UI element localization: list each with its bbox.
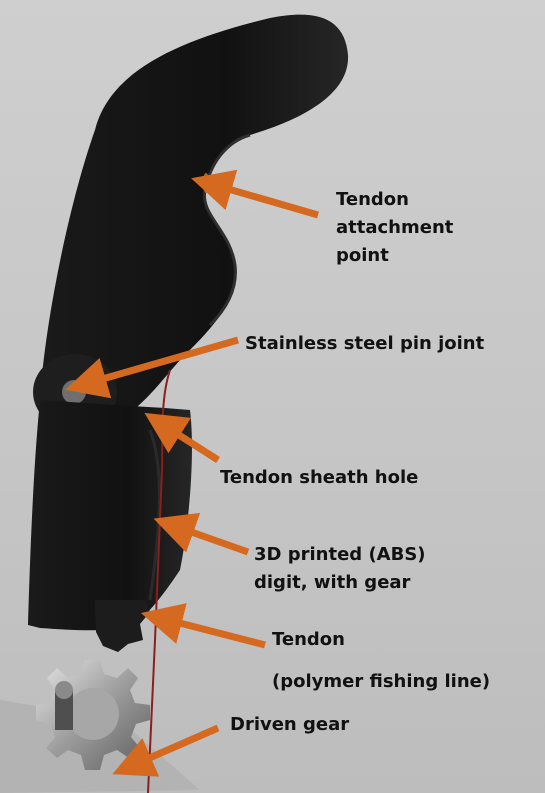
- digit-gear: [95, 600, 150, 652]
- label-tendon-attachment-line-3: point: [336, 245, 389, 266]
- annotation-arrows: [65, 169, 319, 777]
- arrow-digit: [153, 512, 250, 556]
- upper-finger-segment: [40, 14, 349, 422]
- driven-gear: [36, 660, 150, 770]
- label-tendon-line-1: Tendon: [272, 629, 345, 650]
- arrow-pin-joint: [65, 336, 239, 399]
- pin-joint: [62, 380, 86, 404]
- gear-hub: [67, 688, 119, 740]
- tendon-attachment-slot: [203, 173, 209, 193]
- label-digit-line-1: 3D printed (ABS): [254, 544, 426, 565]
- label-digit: 3D printed (ABS) digit, with gear: [254, 541, 426, 597]
- gear-shaft: [55, 690, 73, 730]
- arrow-tendon-attachment: [191, 169, 319, 219]
- upper-finger-edge: [202, 133, 251, 327]
- label-pin-joint-text: Stainless steel pin joint: [245, 333, 485, 354]
- label-driven-gear-text: Driven gear: [230, 714, 350, 735]
- label-tendon: Tendon (polymer fishing line): [272, 626, 490, 696]
- label-driven-gear: Driven gear: [230, 711, 349, 739]
- arrow-driven-gear: [112, 724, 220, 777]
- lower-finger-segment: [28, 400, 192, 631]
- label-pin-joint: Stainless steel pin joint: [245, 330, 484, 358]
- label-tendon-attachment: Tendon attachment point: [336, 186, 453, 270]
- gear-shaft-top: [55, 681, 73, 699]
- label-tendon-attachment-line-1: Tendon: [336, 189, 409, 210]
- label-sheath-hole-text: Tendon sheath hole: [220, 467, 419, 488]
- label-tendon-attachment-line-2: attachment: [336, 217, 454, 238]
- label-sheath-hole: Tendon sheath hole: [220, 464, 418, 492]
- label-tendon-line-2: (polymer fishing line): [272, 671, 491, 692]
- arrow-sheath-hole: [144, 412, 220, 463]
- label-digit-line-2: digit, with gear: [254, 572, 411, 593]
- arrow-tendon: [140, 603, 266, 649]
